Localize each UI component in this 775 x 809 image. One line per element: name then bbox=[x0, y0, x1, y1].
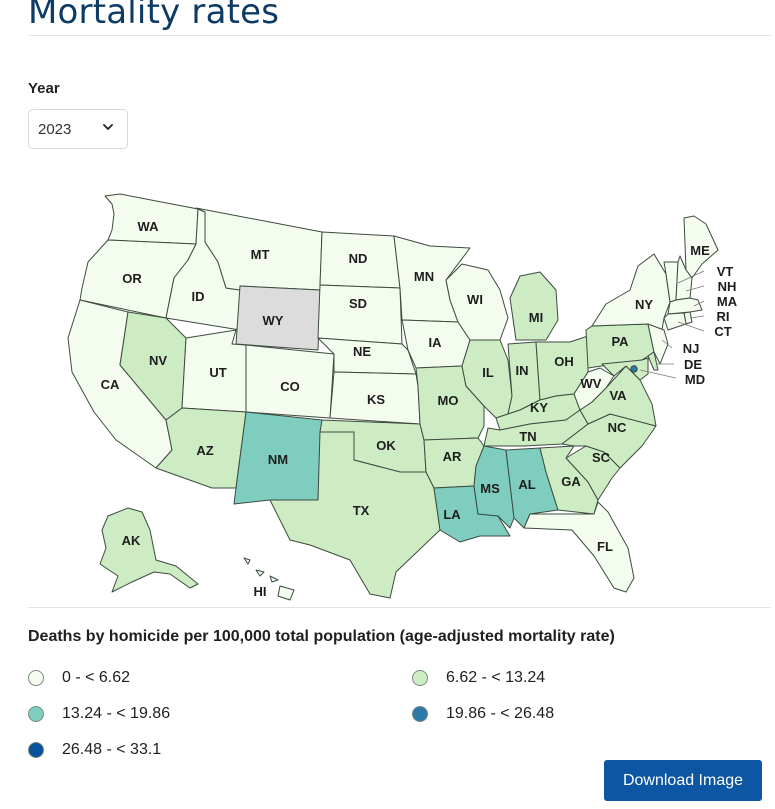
legend-item-1: 6.62 - < 13.24 bbox=[412, 669, 545, 687]
state-label-ms: MS bbox=[480, 481, 500, 496]
state-wv[interactable] bbox=[573, 367, 615, 411]
state-label-me: ME bbox=[690, 243, 710, 258]
legend-item-0: 0 - < 6.62 bbox=[28, 669, 130, 687]
state-label-pa: PA bbox=[611, 334, 629, 349]
download-image-button[interactable]: Download Image bbox=[604, 760, 762, 801]
page-title: Mortality rates bbox=[28, 0, 280, 32]
state-label-ct: CT bbox=[714, 324, 731, 339]
state-hi[interactable] bbox=[243, 557, 295, 601]
state-label-or: OR bbox=[122, 271, 142, 286]
state-label-al: AL bbox=[518, 477, 535, 492]
chevron-down-icon bbox=[103, 124, 113, 130]
state-label-va: VA bbox=[609, 388, 627, 403]
state-label-wy: WY bbox=[263, 313, 284, 328]
state-label-fl: FL bbox=[597, 539, 613, 554]
state-label-hi: HI bbox=[254, 584, 267, 599]
state-label-id: ID bbox=[192, 289, 205, 304]
state-label-ga: GA bbox=[561, 474, 581, 489]
state-tx[interactable] bbox=[269, 431, 441, 599]
state-leader-lines bbox=[639, 270, 705, 379]
state-label-vt: VT bbox=[717, 264, 734, 279]
state-label-ok: OK bbox=[376, 438, 396, 453]
state-label-nc: NC bbox=[608, 420, 627, 435]
state-label-ny: NY bbox=[635, 297, 653, 312]
state-label-tx: TX bbox=[353, 503, 370, 518]
state-label-in: IN bbox=[516, 363, 529, 378]
year-select[interactable]: 2023 bbox=[28, 109, 128, 149]
state-label-oh: OH bbox=[554, 354, 574, 369]
state-label-mo: MO bbox=[438, 393, 459, 408]
state-label-nh: NH bbox=[718, 279, 737, 294]
state-dc[interactable] bbox=[630, 365, 638, 373]
us-choropleth-map: WA OR CA ID NV UT AZ MT WY CO NM ND SD N… bbox=[0, 150, 775, 610]
state-label-nj: NJ bbox=[683, 341, 700, 356]
state-label-nd: ND bbox=[349, 251, 368, 266]
state-label-nm: NM bbox=[268, 452, 288, 467]
state-label-ia: IA bbox=[429, 335, 443, 350]
state-label-ca: CA bbox=[101, 377, 120, 392]
legend-swatch-1 bbox=[412, 670, 428, 686]
state-md[interactable] bbox=[601, 357, 649, 381]
state-label-md: MD bbox=[685, 372, 705, 387]
state-label-sd: SD bbox=[349, 296, 367, 311]
legend-label-2: 13.24 - < 19.86 bbox=[62, 705, 171, 722]
state-ny[interactable] bbox=[591, 253, 671, 331]
state-label-ks: KS bbox=[367, 392, 385, 407]
state-label-nv: NV bbox=[149, 353, 167, 368]
state-wi[interactable] bbox=[445, 263, 509, 341]
legend-swatch-4 bbox=[28, 742, 44, 758]
legend-divider bbox=[28, 607, 771, 608]
legend-item-2: 13.24 - < 19.86 bbox=[28, 705, 170, 723]
state-sd[interactable] bbox=[317, 284, 403, 345]
state-nj[interactable] bbox=[647, 323, 669, 365]
state-label-co: CO bbox=[280, 379, 300, 394]
state-label-mi: MI bbox=[529, 310, 543, 325]
state-label-ky: KY bbox=[530, 400, 548, 415]
year-label: Year bbox=[28, 80, 60, 97]
state-fl[interactable] bbox=[523, 501, 635, 593]
state-label-ri: RI bbox=[717, 309, 730, 324]
legend-label-1: 6.62 - < 13.24 bbox=[446, 669, 546, 686]
state-label-sc: SC bbox=[592, 450, 611, 465]
state-label-wa: WA bbox=[138, 219, 160, 234]
state-label-ut: UT bbox=[209, 365, 226, 380]
legend-item-3: 19.86 - < 26.48 bbox=[412, 705, 554, 723]
map-svg: WA OR CA ID NV UT AZ MT WY CO NM ND SD N… bbox=[67, 193, 738, 601]
legend-label-0: 0 - < 6.62 bbox=[62, 669, 131, 686]
state-ak[interactable] bbox=[99, 507, 199, 593]
legend-item-4: 26.48 - < 33.1 bbox=[28, 741, 161, 759]
state-label-az: AZ bbox=[196, 443, 213, 458]
state-label-wi: WI bbox=[467, 292, 483, 307]
legend-swatch-3 bbox=[412, 706, 428, 722]
legend-swatch-2 bbox=[28, 706, 44, 722]
state-label-mt: MT bbox=[251, 247, 270, 262]
state-ms[interactable] bbox=[473, 445, 515, 529]
legend-title: Deaths by homicide per 100,000 total pop… bbox=[28, 628, 615, 645]
state-label-wv: WV bbox=[581, 376, 602, 391]
state-de[interactable] bbox=[647, 351, 659, 371]
state-label-tn: TN bbox=[519, 429, 536, 444]
year-select-value: 2023 bbox=[38, 120, 72, 138]
state-labels: WA OR CA ID NV UT AZ MT WY CO NM ND SD N… bbox=[101, 219, 738, 599]
state-label-de: DE bbox=[684, 357, 702, 372]
legend-swatch-0 bbox=[28, 670, 44, 686]
state-ct[interactable] bbox=[663, 312, 687, 331]
state-mi[interactable] bbox=[509, 271, 559, 341]
state-tn[interactable] bbox=[483, 409, 589, 447]
title-divider bbox=[28, 35, 771, 36]
legend-label-3: 19.86 - < 26.48 bbox=[446, 705, 555, 722]
state-wy[interactable] bbox=[235, 285, 321, 351]
state-label-la: LA bbox=[443, 507, 461, 522]
state-label-ar: AR bbox=[443, 449, 462, 464]
state-label-il: IL bbox=[482, 365, 494, 380]
state-label-ak: AK bbox=[122, 533, 141, 548]
state-label-ne: NE bbox=[353, 344, 371, 359]
state-label-ma: MA bbox=[717, 294, 738, 309]
state-label-mn: MN bbox=[414, 269, 434, 284]
legend-label-4: 26.48 - < 33.1 bbox=[62, 741, 162, 758]
